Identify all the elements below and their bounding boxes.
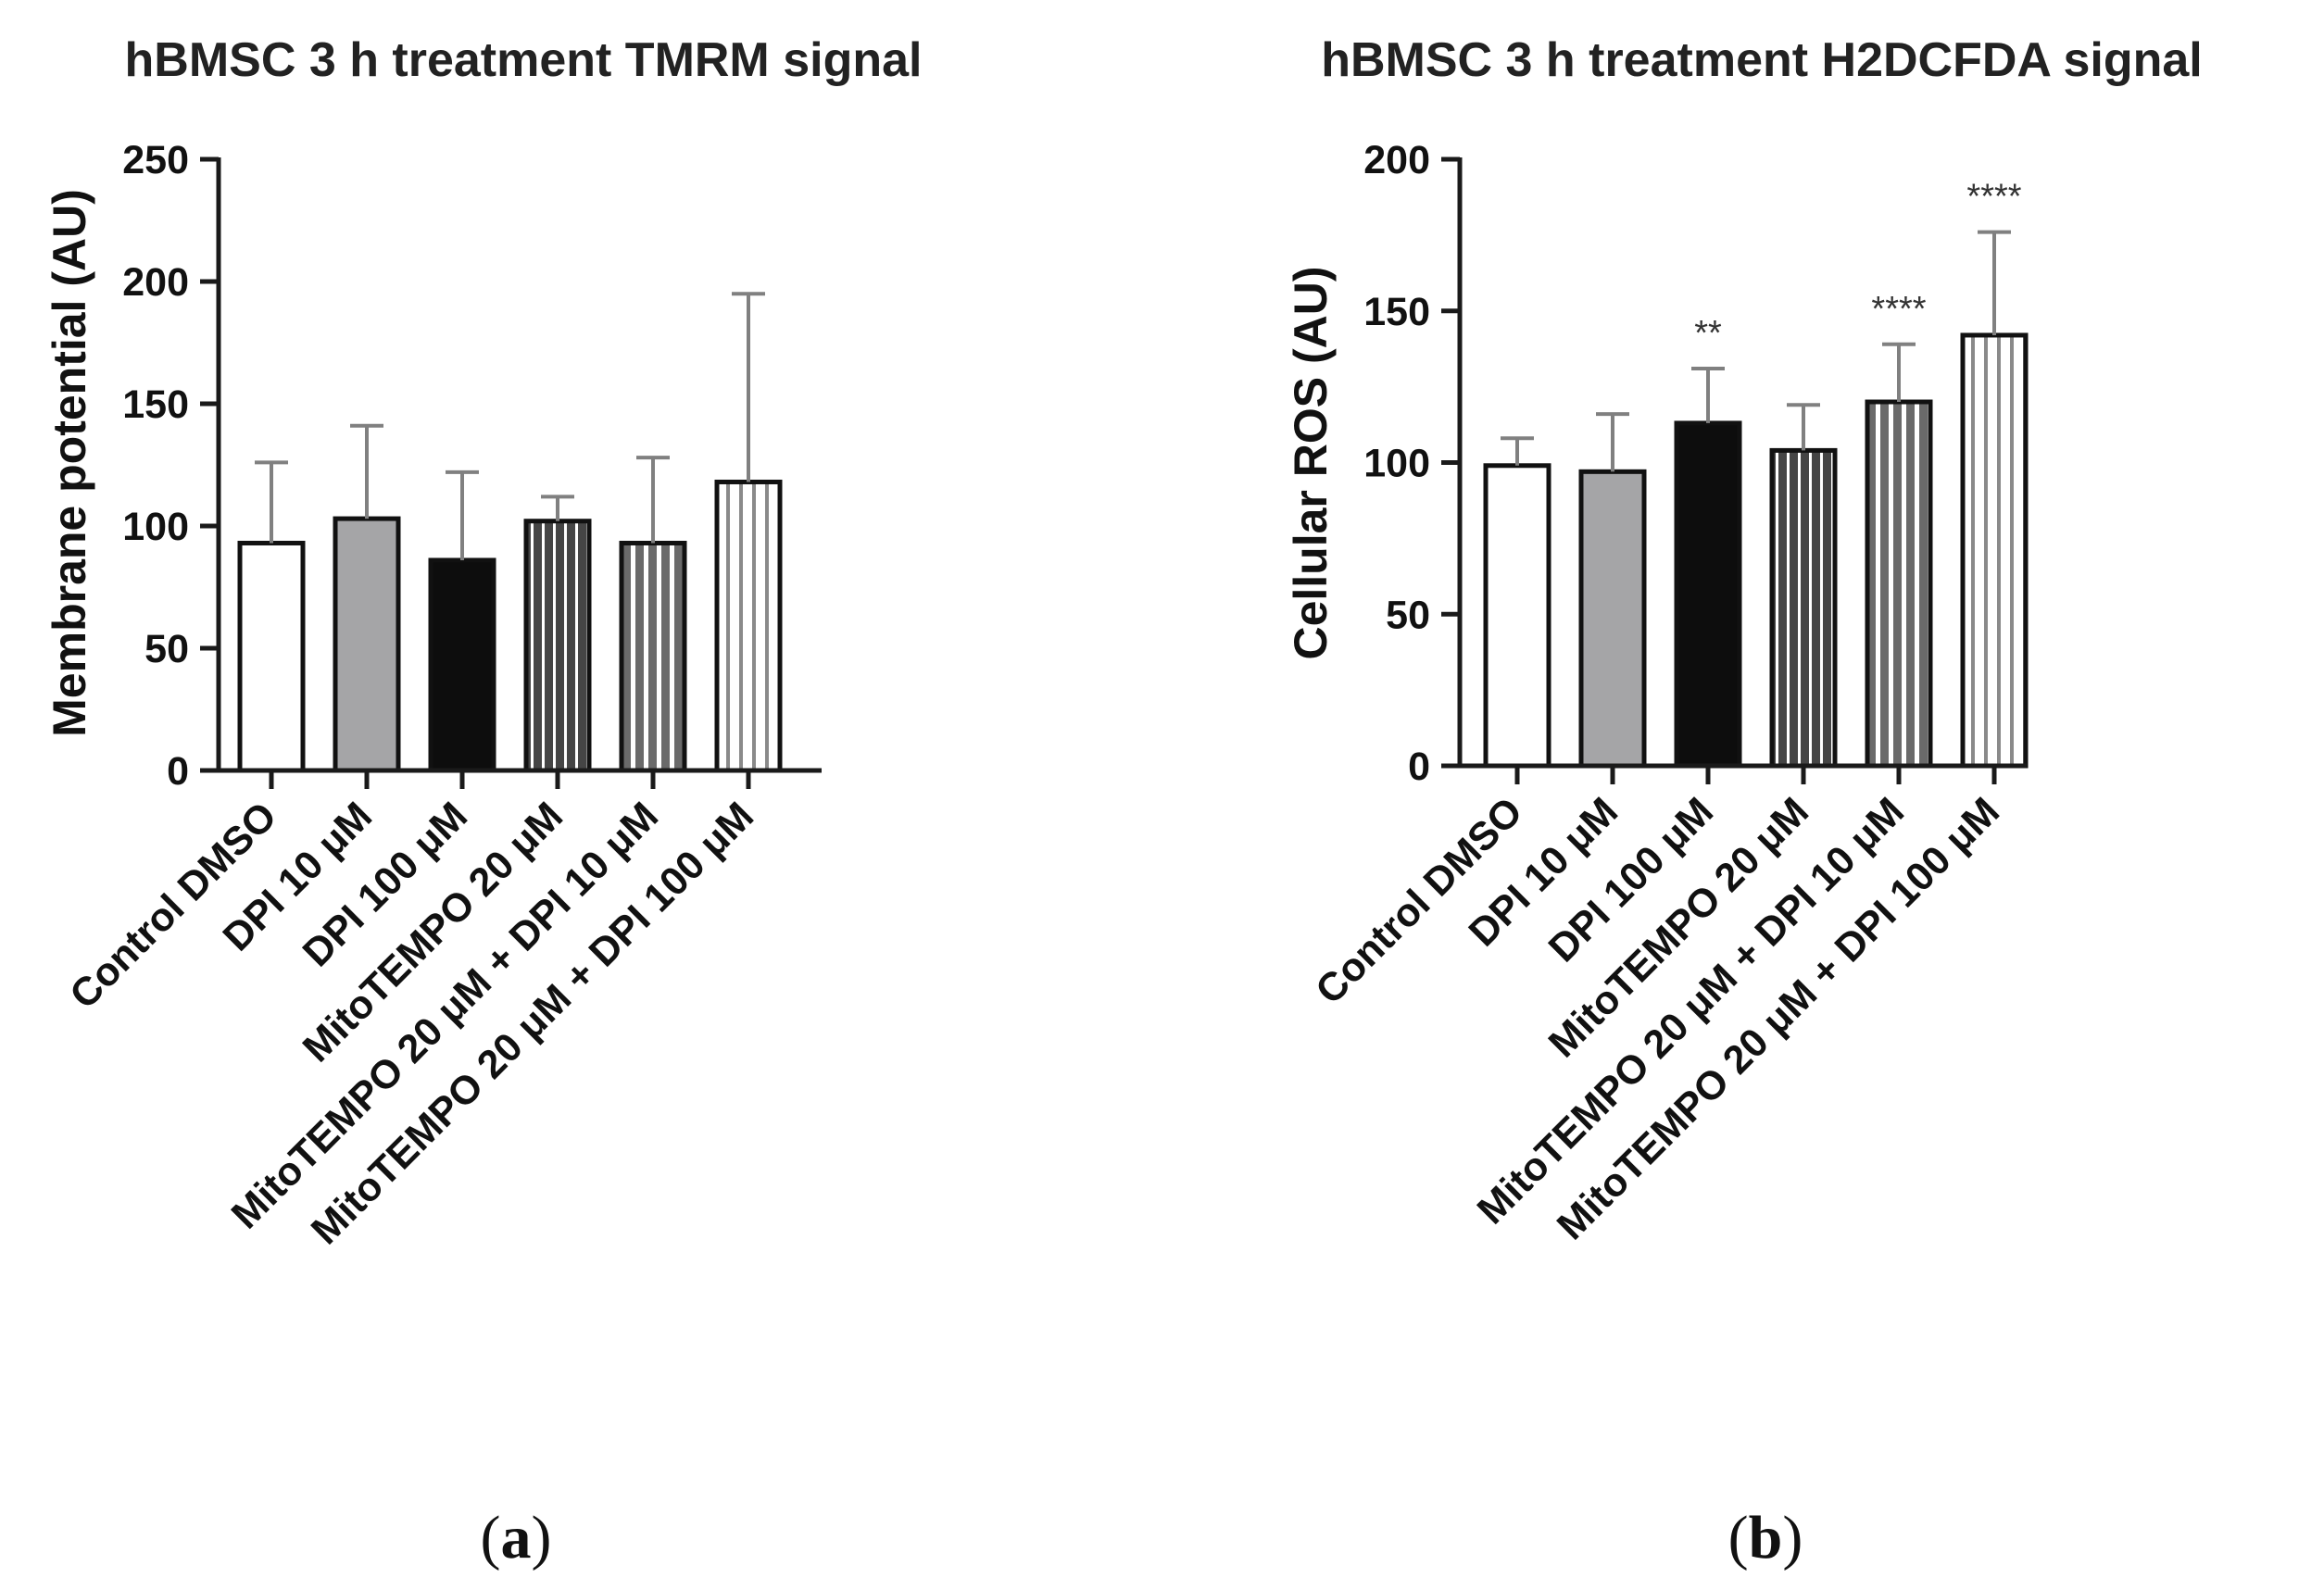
significance-label: ** [1694, 314, 1722, 353]
y-tick-label: 0 [167, 749, 189, 794]
bar-4 [523, 519, 592, 773]
y-tick-label: 0 [1408, 745, 1430, 789]
bar-5 [1865, 399, 1933, 769]
bar-1 [1483, 463, 1551, 769]
panel-label-b: (b) [1728, 1504, 1803, 1571]
significance-label: **** [1966, 178, 2021, 217]
bar-2 [1578, 469, 1647, 769]
y-axis-ticks: 0 50 100 150 200 [1363, 138, 1460, 789]
bar-1 [237, 540, 306, 773]
chart-title: hBMSC 3 h treatment H2DCFDA signal [1321, 33, 2203, 87]
significance-label: **** [1871, 290, 1926, 329]
bar-6 [714, 479, 783, 773]
y-axis-ticks: 0 50 100 150 200 250 [122, 138, 219, 794]
bars [237, 292, 783, 773]
bar-6 [1960, 332, 2029, 769]
bars: ********** [1483, 178, 2029, 769]
y-tick-label: 200 [122, 260, 189, 305]
chart-a: hBMSC 3 h treatment TMRM signal Membrane… [44, 33, 922, 1571]
panel-letter: b [1749, 1504, 1783, 1571]
y-axis-label: Membrane potential (AU) [44, 189, 95, 737]
y-tick-label: 150 [1363, 290, 1430, 334]
y-tick-label: 50 [144, 627, 189, 671]
panel-letter: a [501, 1504, 532, 1571]
bar-3 [1674, 420, 1742, 769]
y-tick-label: 200 [1363, 138, 1430, 182]
bar-2 [333, 516, 401, 773]
y-tick-label: 150 [122, 382, 189, 427]
bar-5 [619, 540, 687, 773]
y-tick-label: 100 [122, 505, 189, 549]
chart-b: hBMSC 3 h treatment H2DCFDA signal Cellu… [1285, 33, 2203, 1571]
y-axis-label: Cellular ROS (AU) [1285, 266, 1337, 659]
panel-label-a: (a) [481, 1504, 552, 1571]
bar-4 [1769, 447, 1838, 769]
y-tick-label: 100 [1363, 442, 1430, 486]
y-tick-label: 50 [1386, 593, 1430, 637]
chart-title: hBMSC 3 h treatment TMRM signal [125, 33, 923, 87]
bar-3 [428, 557, 496, 773]
axes [216, 157, 822, 789]
axes [1457, 157, 2027, 784]
y-tick-label: 250 [122, 138, 189, 182]
